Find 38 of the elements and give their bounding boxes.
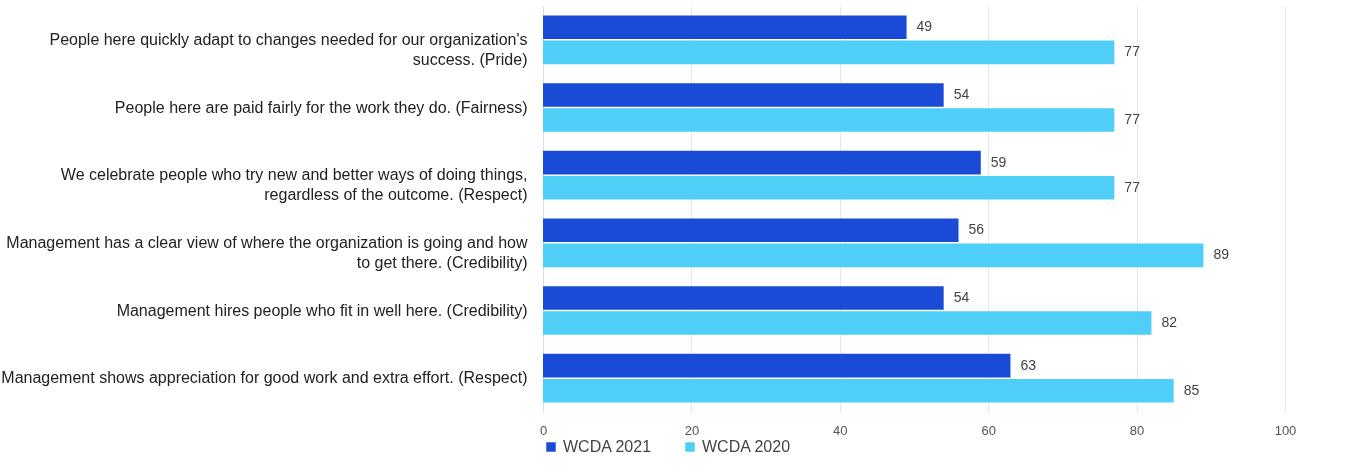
y-tick-label: People here quickly adapt to changes needed for our organization's success. (Pride) — [49, 30, 528, 68]
data-label: 85 — [1183, 381, 1200, 398]
x-tick-label: 60 — [981, 422, 996, 438]
y-tick-label: Management shows appreciation for good work and extra effort. (Respect) — [1, 369, 528, 387]
bar — [543, 286, 944, 310]
x-tick-label: 0 — [539, 422, 548, 438]
bar — [543, 15, 907, 40]
y-tick-label: Management hires people who fit in well here. (Credibility) — [116, 301, 528, 319]
data-label: 77 — [1124, 178, 1141, 195]
data-label: 89 — [1213, 246, 1230, 263]
bar — [543, 218, 959, 243]
y-tick-label: Management has a clear view of where the organization is going and how to get there. (Credibility) — [6, 233, 528, 271]
legend-label: WCDA 2020 — [702, 438, 791, 455]
x-tick-label: 40 — [833, 422, 848, 438]
data-label: 54 — [953, 85, 970, 102]
bar — [543, 175, 1115, 200]
data-label: 82 — [1161, 314, 1178, 331]
data-label: 77 — [1124, 111, 1141, 128]
data-label: 54 — [953, 288, 970, 305]
data-label: 56 — [968, 221, 985, 238]
bar — [543, 311, 1152, 335]
data-label: 59 — [990, 153, 1007, 170]
bar — [543, 150, 981, 175]
data-label: 49 — [916, 18, 933, 35]
x-tick-label: 20 — [684, 422, 700, 438]
x-tick-label: 80 — [1129, 422, 1145, 438]
bar — [543, 83, 944, 107]
bar — [543, 243, 1204, 268]
x-tick-label: 100 — [1274, 422, 1297, 438]
legend-label: WCDA 2021 — [563, 438, 652, 455]
bar — [543, 108, 1115, 132]
bar — [543, 40, 1115, 65]
bar — [543, 353, 1011, 378]
y-tick-label: People here are paid fairly for the work they do. (Fairness) — [114, 98, 528, 116]
data-label: 63 — [1020, 356, 1037, 373]
y-tick-label: We celebrate people who try new and better ways of doing things, regardless of the outcome. (Respect) — [60, 166, 528, 204]
bar — [543, 378, 1174, 403]
data-label: 77 — [1124, 43, 1141, 60]
